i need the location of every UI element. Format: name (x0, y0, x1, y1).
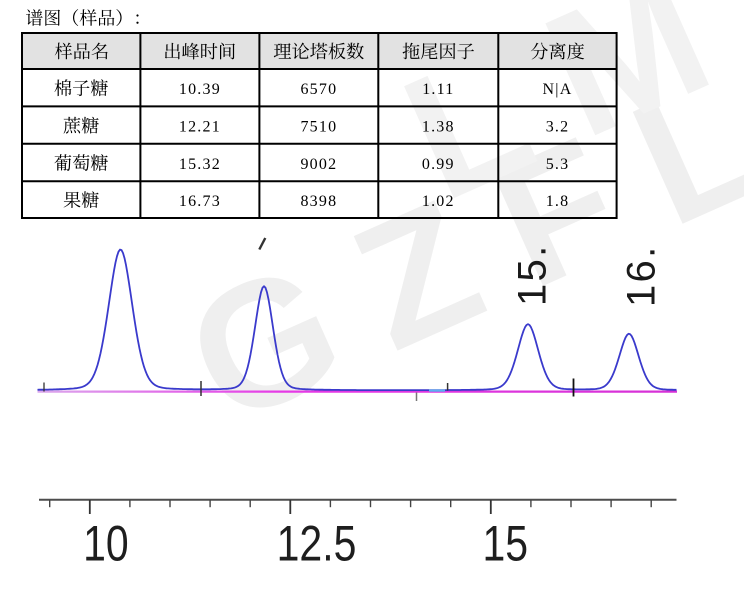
svg-text:16.73: 16.73 (179, 193, 221, 210)
svg-text:15.32: 15.32 (179, 156, 221, 173)
svg-text:1.8: 1.8 (546, 193, 570, 210)
svg-text:10.39: 10.39 (179, 81, 221, 98)
svg-text:N|A: N|A (543, 81, 573, 98)
svg-text:15: 15 (482, 516, 528, 572)
svg-text:7510: 7510 (300, 119, 337, 136)
svg-text:5.3: 5.3 (546, 156, 570, 173)
svg-text:16.: 16. (620, 244, 664, 307)
svg-text:8398: 8398 (300, 193, 337, 210)
svg-text:10: 10 (83, 516, 129, 572)
svg-text:15.: 15. (511, 243, 555, 306)
svg-text:0.99: 0.99 (422, 156, 455, 173)
svg-text:1.11: 1.11 (422, 81, 454, 98)
svg-text:12.5: 12.5 (277, 516, 357, 572)
svg-text:9002: 9002 (300, 156, 337, 173)
svg-text:3.2: 3.2 (546, 119, 570, 136)
svg-text:1.38: 1.38 (422, 119, 455, 136)
svg-text:12.21: 12.21 (179, 119, 221, 136)
svg-text:1.02: 1.02 (422, 193, 455, 210)
svg-text:6570: 6570 (300, 81, 337, 98)
